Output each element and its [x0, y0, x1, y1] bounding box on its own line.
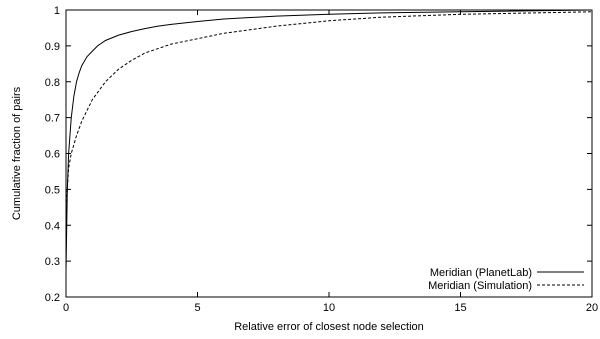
legend-label: Meridian (Simulation) — [428, 280, 532, 292]
series-line-planetlab — [65, 9, 593, 272]
y-tick-label: 1 — [54, 5, 60, 17]
y-tick-label: 0.2 — [45, 292, 60, 304]
series-lines — [65, 9, 593, 272]
y-axis-ticks: 0.2 0.3 0.4 0.5 0.6 0.7 0.8 0.9 1 — [45, 5, 592, 304]
legend-label: Meridian (PlanetLab) — [430, 267, 532, 279]
y-tick-label: 0.6 — [45, 149, 60, 161]
y-tick-label: 0.7 — [45, 113, 60, 125]
y-tick-label: 0.3 — [45, 256, 60, 268]
y-axis-label: Cumulative fraction of pairs — [11, 86, 23, 220]
series-line-simulation — [65, 11, 593, 208]
x-tick-label: 20 — [586, 302, 598, 314]
legend: Meridian (PlanetLab)Meridian (Simulation… — [428, 267, 584, 292]
x-axis-ticks: 0 5 10 15 20 — [63, 10, 598, 314]
x-tick-label: 5 — [194, 302, 200, 314]
y-tick-label: 0.5 — [45, 184, 60, 196]
plot-area-frame — [65, 9, 593, 298]
x-tick-label: 0 — [63, 302, 69, 314]
y-tick-label: 0.4 — [45, 220, 60, 232]
y-tick-label: 0.9 — [45, 41, 60, 53]
x-tick-label: 10 — [323, 302, 335, 314]
y-tick-label: 0.8 — [45, 77, 60, 89]
x-axis-label: Relative error of closest node selection — [234, 321, 424, 333]
x-tick-label: 15 — [454, 302, 466, 314]
